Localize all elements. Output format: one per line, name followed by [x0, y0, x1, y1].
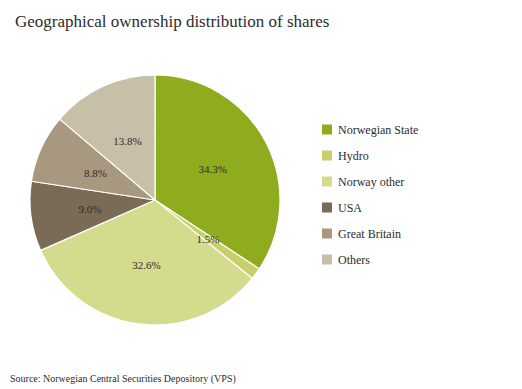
svg-text:Norway other: Norway other	[338, 175, 404, 189]
svg-text:Great Britain: Great Britain	[338, 227, 401, 241]
svg-text:Others: Others	[338, 253, 370, 267]
svg-text:Geographical ownership distrib: Geographical ownership distribution of s…	[15, 12, 329, 31]
svg-text:Source: Norwegian Central Secu: Source: Norwegian Central Securities Dep…	[10, 373, 236, 385]
svg-text:1.5%: 1.5%	[196, 233, 219, 245]
svg-text:32.6%: 32.6%	[132, 259, 160, 271]
svg-text:13.8%: 13.8%	[113, 135, 141, 147]
svg-text:USA: USA	[338, 201, 362, 215]
svg-text:34.3%: 34.3%	[198, 163, 226, 175]
svg-text:Norwegian State: Norwegian State	[338, 123, 418, 137]
svg-text:8.8%: 8.8%	[84, 167, 107, 179]
svg-text:Hydro: Hydro	[338, 149, 369, 163]
svg-text:9.0%: 9.0%	[79, 203, 102, 215]
